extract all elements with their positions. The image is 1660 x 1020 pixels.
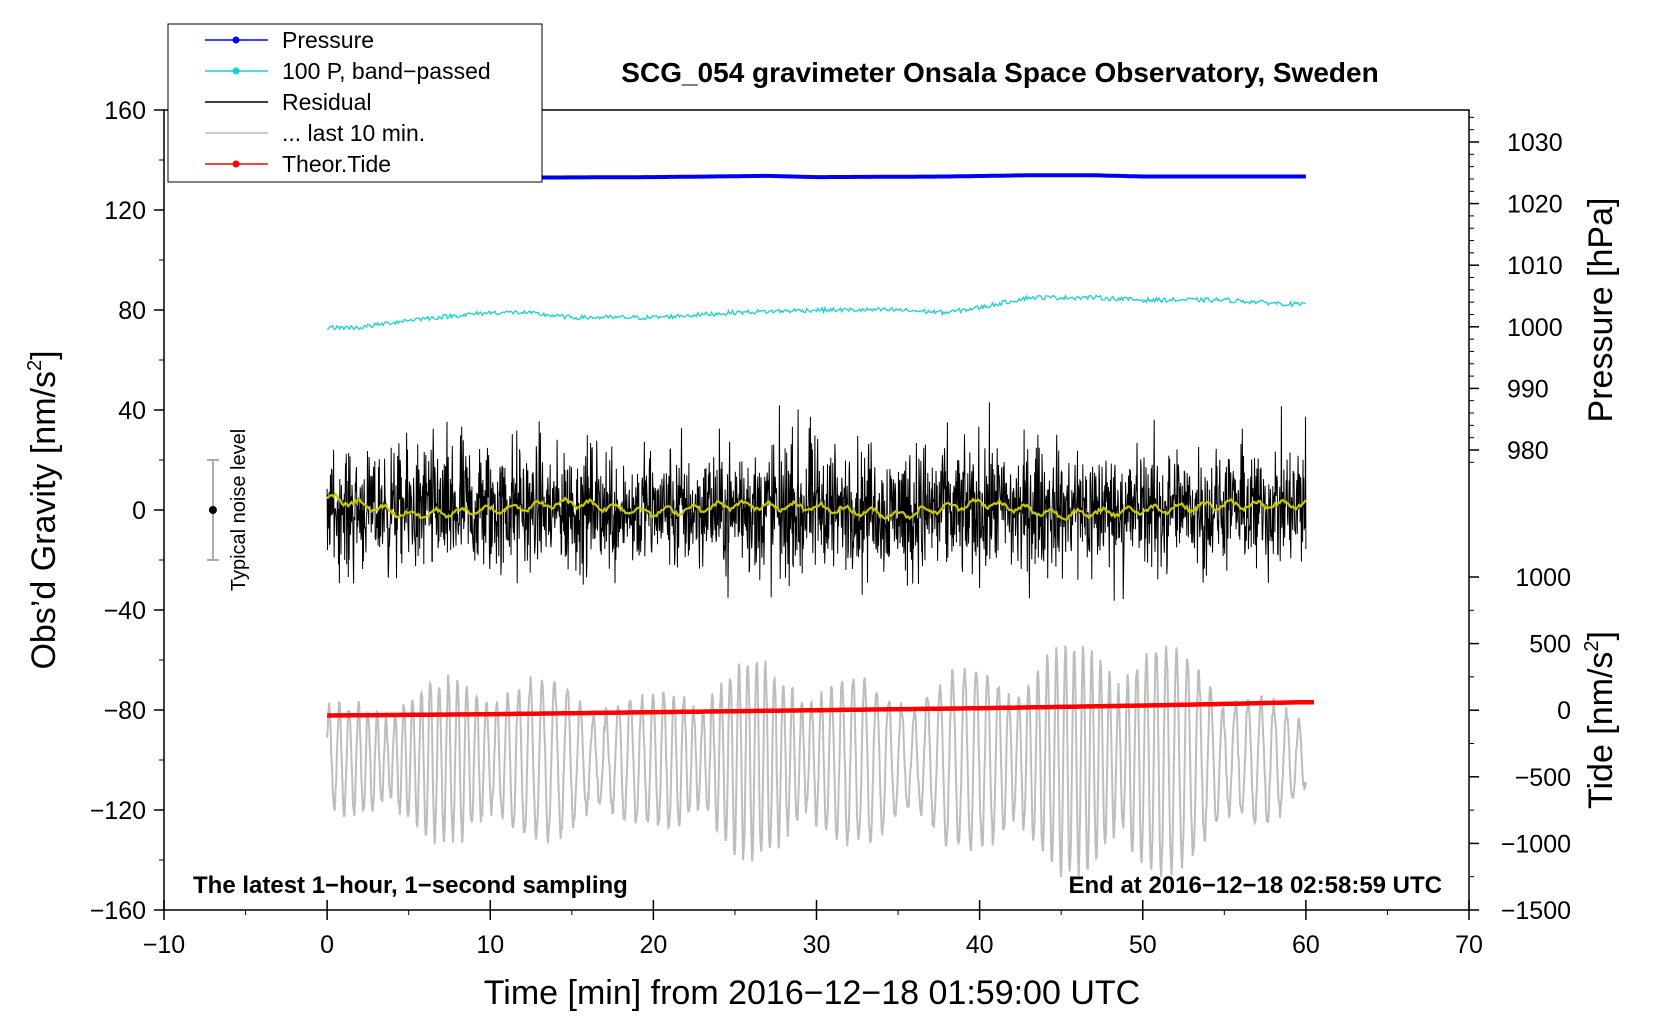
- y-axis-label-tide: Tide [nm/s2]: [1581, 631, 1620, 809]
- pressure-tick-label: 1030: [1507, 129, 1563, 157]
- y-left-tick-label: 120: [104, 197, 146, 225]
- tide-tick-label: 1000: [1515, 564, 1571, 592]
- chart-title: SCG_054 gravimeter Onsala Space Observat…: [621, 57, 1378, 88]
- y-axis-label-pressure: Pressure [hPa]: [1582, 198, 1620, 423]
- tick-labels: −10 0 10 20 30 40 50 60 7016012080400−40−80−120−…: [90, 97, 1571, 959]
- tide-tick-label: −1500: [1501, 897, 1571, 925]
- y-left-tick-label: 160: [104, 97, 146, 125]
- series-theoretical-tide: [327, 699, 1314, 718]
- legend: Pressure 100 P, band−passed Residual ... la…: [167, 23, 543, 183]
- y-left-tick-label: 80: [118, 297, 146, 325]
- legend-marker: [232, 36, 240, 44]
- y-left-tick-label: −40: [104, 597, 146, 625]
- x-tick-label: −10: [143, 931, 185, 959]
- x-tick-label: 30: [803, 931, 831, 959]
- x-axis-label: Time [min] from 2016−12−18 01:59:00 UTC: [484, 974, 1140, 1012]
- legend-label: 100 P, band−passed: [282, 58, 491, 84]
- y-left-tick-label: −120: [90, 797, 146, 825]
- pressure-tick-label: 990: [1507, 375, 1549, 403]
- pressure-tick-label: 1020: [1507, 191, 1563, 219]
- legend-marker: [232, 160, 240, 168]
- noise-level-indicator: [206, 459, 219, 561]
- x-tick-label: 20: [639, 931, 667, 959]
- x-tick-label: 40: [966, 931, 994, 959]
- series-pressure-bandpassed: [326, 293, 1307, 331]
- tide-tick-label: −1000: [1501, 830, 1571, 858]
- x-tick-label: 50: [1129, 931, 1157, 959]
- tide-tick-label: 0: [1557, 697, 1571, 725]
- y-left-tick-label: −80: [104, 697, 146, 725]
- pressure-tick-label: 1000: [1507, 314, 1563, 342]
- noise-level-label: Typical noise level: [228, 429, 250, 591]
- tide-tick-label: 500: [1529, 631, 1571, 659]
- data-series: [326, 173, 1314, 878]
- series-residual-smoothed: [326, 492, 1307, 522]
- legend-label: Residual: [282, 89, 372, 115]
- x-tick-label: 60: [1292, 931, 1320, 959]
- y-left-tick-label: −160: [90, 897, 146, 925]
- tide-tick-label: −500: [1515, 764, 1571, 792]
- series-last-10-min: [326, 645, 1307, 878]
- series-residual: [326, 402, 1307, 601]
- y-axis-label-left: Obs’d Gravity [nm/s2]: [24, 350, 63, 669]
- annotation-sampling: The latest 1−hour, 1−second sampling: [193, 872, 628, 899]
- y-left-tick-label: 40: [118, 397, 146, 425]
- pressure-tick-label: 1010: [1507, 252, 1563, 280]
- legend-label: ... last 10 min.: [282, 120, 425, 146]
- legend-marker: [232, 67, 240, 75]
- annotation-end-time: End at 2016−12−18 02:58:59 UTC: [1068, 872, 1442, 899]
- pressure-tick-label: 980: [1507, 437, 1549, 465]
- y-left-tick-label: 0: [132, 497, 146, 525]
- legend-label: Theor.Tide: [282, 151, 391, 177]
- x-tick-label: 10: [476, 931, 504, 959]
- tick-marks: [154, 109, 1479, 920]
- x-tick-label: 70: [1455, 931, 1483, 959]
- x-tick-label: 0: [320, 931, 334, 959]
- noise-center-dot: [208, 506, 217, 514]
- legend-label: Pressure: [282, 27, 374, 53]
- legend-box: [167, 23, 543, 183]
